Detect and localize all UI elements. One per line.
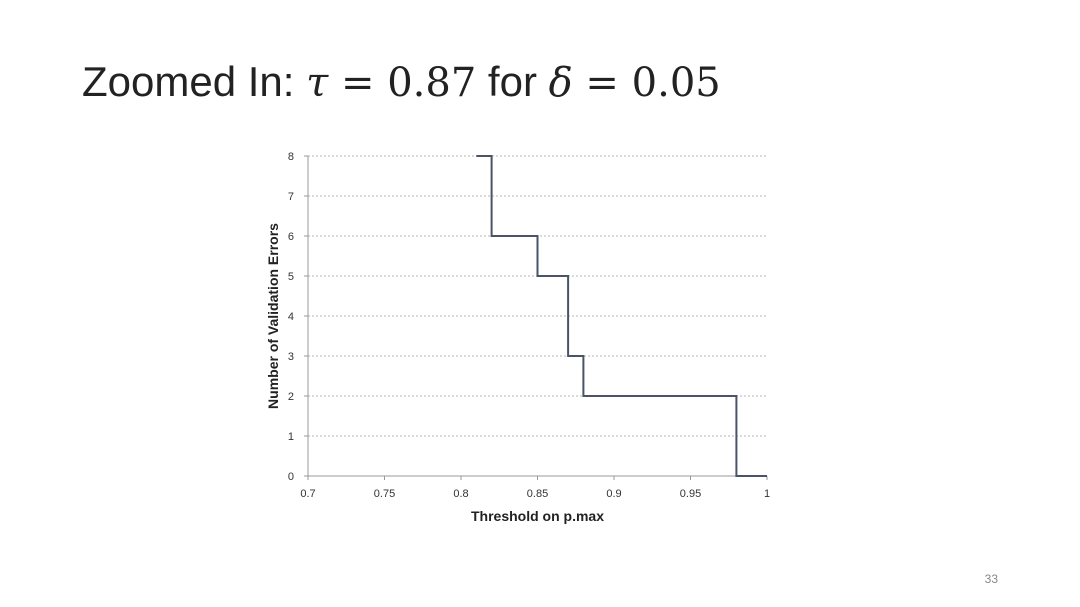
tau-value: 0.87: [387, 60, 477, 106]
x-tick-label: 0.85: [527, 488, 548, 500]
x-tick-label: 0.7: [300, 488, 315, 500]
y-tick-label: 0: [288, 471, 294, 483]
y-axis-title: Number of Validation Errors: [265, 223, 281, 409]
y-tick-labels: 0 1 2 3 4 5 6 7 8: [288, 151, 308, 483]
y-tick-label: 2: [288, 391, 294, 403]
x-tick-labels: 0.7 0.75 0.8 0.85 0.9 0.95 1: [300, 476, 770, 500]
series-layer: [476, 155, 767, 477]
equals-sign-1: =: [328, 60, 388, 106]
x-tick-label: 0.95: [680, 488, 701, 500]
delta-value: 0.05: [631, 60, 721, 106]
title-math-2: δ = 0.05: [549, 60, 721, 106]
x-tick-label: 0.9: [606, 488, 621, 500]
y-tick-label: 1: [288, 431, 294, 443]
y-tick-label: 7: [288, 191, 294, 203]
y-tick-label: 5: [288, 271, 294, 283]
y-tick-label: 8: [288, 151, 294, 163]
series-line-0: [476, 155, 767, 477]
grid-lines: [308, 155, 767, 437]
x-tick-label: 0.8: [453, 488, 468, 500]
title-prefix: Zoomed In:: [82, 58, 307, 105]
title-math: τ = 0.87: [306, 60, 476, 106]
y-tick-label: 3: [288, 351, 294, 363]
y-tick-label: 6: [288, 231, 294, 243]
y-tick-label: 4: [288, 311, 294, 323]
x-tick-label: 0.75: [374, 488, 395, 500]
delta-symbol: δ: [548, 60, 573, 106]
slide-number: 33: [984, 572, 998, 586]
x-axis-title: Threshold on p.max: [471, 508, 604, 524]
x-tick-label: 1: [764, 488, 770, 500]
for-word: for: [476, 58, 549, 105]
slide-title: Zoomed In: τ = 0.87 for δ = 0.05: [82, 58, 721, 106]
tau-symbol: τ: [306, 60, 329, 106]
equals-sign-2: =: [572, 60, 632, 106]
